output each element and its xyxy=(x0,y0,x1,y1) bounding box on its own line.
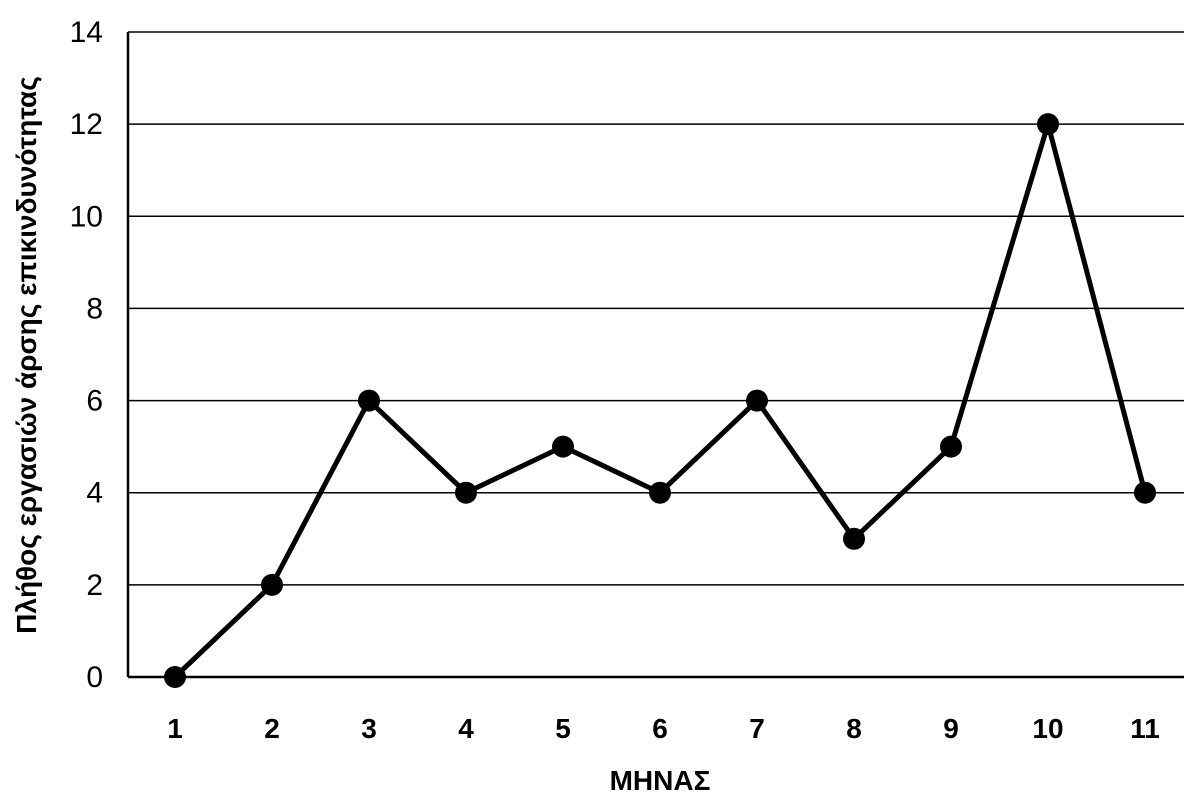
x-tick-label: 7 xyxy=(749,713,765,744)
y-tick-labels: 0 2 4 6 8 10 12 14 xyxy=(70,16,103,694)
x-tick-label: 11 xyxy=(1130,713,1160,744)
data-point xyxy=(649,481,671,504)
y-axis-title: Πλήθος εργασιών άρσης επικινδυνότητας xyxy=(11,76,42,634)
y-tick-label: 6 xyxy=(86,385,103,418)
data-point xyxy=(358,389,380,412)
x-axis-title: ΜΗΝΑΣ xyxy=(610,765,711,796)
x-tick-label: 8 xyxy=(846,713,862,744)
data-point xyxy=(1134,481,1156,504)
y-tick-label: 2 xyxy=(86,569,103,602)
gridlines xyxy=(128,31,1184,586)
y-tick-label: 0 xyxy=(86,661,103,694)
y-tick-label: 12 xyxy=(70,108,103,141)
x-tick-label: 9 xyxy=(943,713,959,744)
data-point xyxy=(552,435,574,458)
x-tick-label: 10 xyxy=(1032,713,1063,744)
x-tick-labels: 1 2 3 4 5 6 7 8 9 10 11 xyxy=(167,713,1160,744)
x-tick-label: 5 xyxy=(555,713,571,744)
y-tick-label: 8 xyxy=(86,292,103,325)
axes xyxy=(126,32,1184,679)
data-point xyxy=(261,573,283,596)
data-point xyxy=(843,527,865,550)
x-tick-label: 3 xyxy=(361,713,377,744)
data-point xyxy=(940,435,962,458)
x-tick-label: 4 xyxy=(458,713,474,744)
x-tick-label: 2 xyxy=(264,713,280,744)
x-tick-label: 6 xyxy=(652,713,668,744)
data-point xyxy=(164,666,186,688)
y-tick-label: 10 xyxy=(70,200,103,233)
x-tick-label: 1 xyxy=(167,713,183,744)
data-point xyxy=(455,481,477,504)
series xyxy=(164,113,1156,688)
data-point xyxy=(746,389,768,412)
data-point xyxy=(1037,113,1059,136)
y-tick-label: 4 xyxy=(86,477,103,510)
y-tick-label: 14 xyxy=(70,16,103,49)
